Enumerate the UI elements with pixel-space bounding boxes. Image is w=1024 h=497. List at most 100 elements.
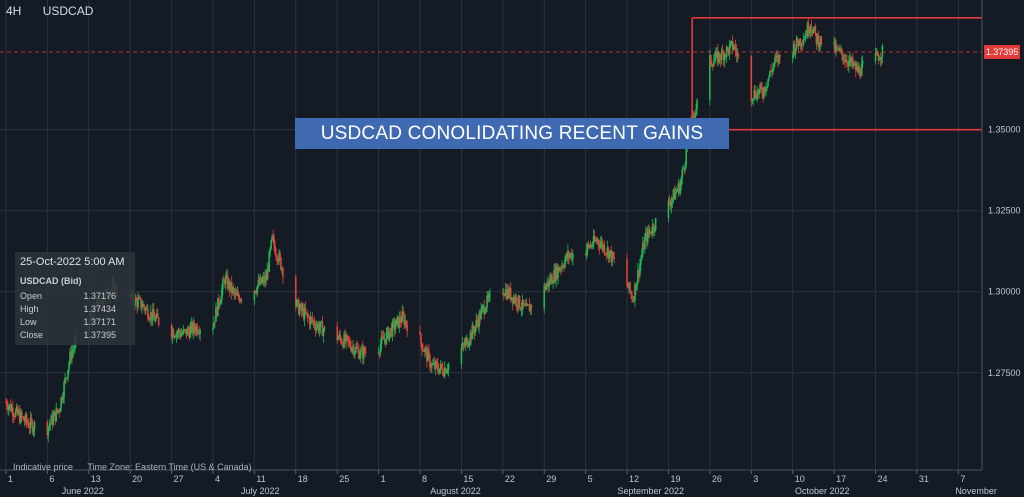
candle: [337, 335, 339, 341]
candle-body: [590, 245, 593, 247]
candle-body: [857, 67, 860, 73]
candle-body: [515, 297, 518, 307]
candle-body: [176, 332, 179, 334]
candle-body: [434, 361, 437, 369]
candle-body: [731, 40, 734, 50]
candle: [775, 51, 777, 63]
candle: [465, 334, 468, 345]
candle-body: [553, 269, 555, 284]
candle-body: [808, 31, 811, 34]
x-tick-label: 25: [339, 474, 349, 484]
candle-body: [528, 304, 531, 312]
candle-body: [586, 243, 589, 250]
candle-body: [148, 318, 150, 320]
candle-body: [277, 260, 279, 262]
candle: [722, 50, 725, 66]
candle-body: [60, 397, 62, 410]
candle-body: [646, 229, 649, 243]
candle-body: [753, 90, 756, 99]
candle-body: [23, 420, 26, 422]
candle: [381, 330, 384, 339]
candle: [237, 290, 240, 301]
candle-body: [433, 362, 435, 365]
candle-body: [727, 48, 730, 55]
candle: [671, 197, 674, 209]
candle: [527, 304, 530, 306]
candle: [467, 338, 470, 348]
candle-body: [795, 37, 798, 49]
candle-body: [171, 330, 174, 338]
candle-body: [567, 251, 569, 259]
candle: [377, 346, 380, 356]
candle: [475, 313, 478, 331]
candle: [141, 299, 143, 314]
candle-body: [183, 329, 186, 331]
candle-body: [503, 293, 505, 295]
candle: [259, 273, 262, 287]
candle: [522, 299, 525, 309]
candle: [55, 402, 57, 423]
candle-body: [729, 41, 732, 45]
x-tick-label: 1: [381, 474, 386, 484]
candle: [877, 52, 880, 65]
candle: [188, 325, 191, 341]
candle-body: [733, 45, 736, 48]
candle-body: [719, 58, 722, 61]
candle-body: [509, 288, 512, 301]
x-tick-label: 12: [629, 474, 639, 484]
candle: [301, 302, 304, 316]
candle: [516, 305, 519, 314]
candle: [586, 242, 589, 257]
candle: [728, 39, 731, 60]
symbol-label[interactable]: USDCAD: [42, 4, 94, 18]
candle-body: [432, 364, 434, 365]
candle-body: [48, 425, 51, 428]
candle-body: [382, 336, 385, 340]
candle-body: [467, 345, 470, 347]
candle: [631, 290, 633, 303]
candle-body: [349, 340, 351, 347]
candle: [47, 426, 50, 443]
candle: [442, 371, 445, 378]
candle-body: [302, 308, 305, 320]
candle-body: [775, 56, 777, 58]
candle-body: [818, 44, 821, 48]
candle: [395, 318, 398, 327]
candle-body: [791, 55, 794, 58]
candle-body: [239, 299, 242, 302]
candle-body: [609, 250, 612, 252]
candle: [673, 185, 676, 200]
candle: [7, 400, 9, 415]
timeframe-label[interactable]: 4H: [6, 4, 22, 18]
candle: [428, 344, 430, 360]
candle-body: [309, 317, 312, 325]
candle-body: [380, 336, 383, 345]
candle: [400, 316, 403, 328]
candle-body: [268, 252, 270, 272]
candle: [648, 225, 651, 239]
candle: [792, 40, 795, 59]
candle-body: [236, 293, 239, 296]
candle: [733, 44, 736, 51]
candle-body: [628, 282, 630, 289]
candle: [321, 315, 324, 337]
candle-body: [352, 346, 354, 349]
candle-body: [566, 254, 568, 259]
candle: [19, 408, 22, 425]
candle: [404, 314, 407, 329]
candle-body: [776, 55, 778, 57]
candle-body: [545, 285, 548, 290]
candle: [27, 418, 30, 429]
candle: [730, 40, 733, 47]
candle: [137, 292, 139, 311]
candle: [796, 37, 799, 46]
candle-body: [351, 348, 353, 352]
candle: [262, 271, 265, 287]
candle-body: [606, 247, 609, 254]
candle-body: [383, 339, 386, 341]
candle-body: [638, 269, 640, 276]
candle: [604, 252, 607, 256]
candle: [546, 276, 548, 290]
candle: [9, 403, 11, 411]
